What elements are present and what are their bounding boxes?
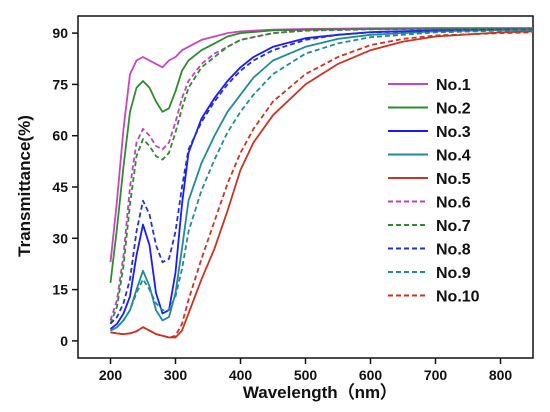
x-tick-label: 200: [99, 367, 123, 383]
legend-label-7: No.7: [436, 218, 471, 235]
y-tick-label: 60: [52, 128, 68, 144]
series-line-7: [109, 28, 533, 325]
legend-label-6: No.6: [436, 195, 471, 212]
y-tick-label: 75: [52, 76, 68, 92]
legend-label-10: No.10: [436, 289, 480, 306]
legend-label-4: No.4: [436, 148, 471, 165]
series-line-9: [110, 29, 534, 332]
series-line-10: [110, 31, 534, 339]
series-line-2: [109, 27, 533, 283]
y-tick-label: 0: [60, 333, 68, 349]
legend: No.1 No.2 No.3 No.4 No.5 No.6 No.7 No.8 No.9 No.1…: [388, 77, 480, 306]
y-tick-label: 30: [52, 230, 68, 246]
x-tick-label: 600: [359, 367, 383, 383]
legend-label-8: No.8: [436, 242, 471, 259]
legend-label-9: No.9: [436, 265, 471, 282]
series-layer: [109, 27, 534, 339]
legend-label-5: No.5: [436, 171, 471, 188]
legend-label-2: No.2: [436, 101, 471, 118]
series-line-8: [109, 28, 533, 325]
y-tick-label: 45: [52, 179, 68, 195]
x-axis-title: Wavelength（nm）: [243, 382, 397, 402]
x-tick-label: 500: [294, 367, 318, 383]
x-tick-label: 400: [229, 367, 253, 383]
x-tick-label: 300: [164, 367, 188, 383]
series-line-4: [110, 28, 534, 332]
x-tick-label: 800: [489, 367, 513, 383]
legend-label-1: No.1: [436, 77, 471, 94]
y-tick-label: 15: [52, 282, 68, 298]
x-tick-label: 700: [424, 367, 448, 383]
ticks-layer: 200 300 400 500 600 700 800 0 15 30 45 60 75 90: [52, 25, 512, 383]
y-tick-label: 90: [52, 25, 68, 41]
legend-label-3: No.3: [436, 124, 471, 141]
y-axis-title: Transmittance(%): [15, 115, 34, 257]
